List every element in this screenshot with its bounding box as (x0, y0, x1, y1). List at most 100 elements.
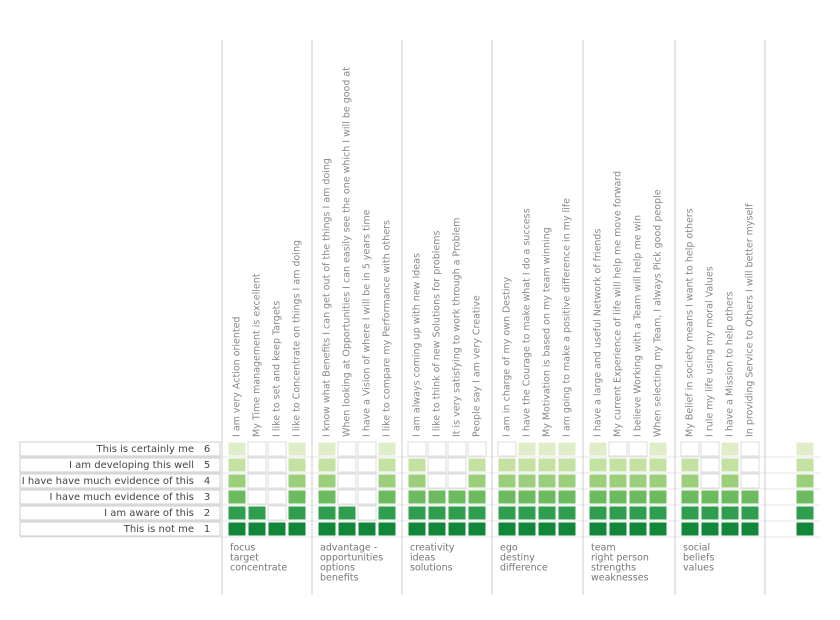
group-label: solutions (410, 563, 453, 574)
filled-cell (740, 489, 760, 505)
group-label: focus (230, 543, 255, 554)
level-number: 5 (204, 460, 210, 471)
level-number: 4 (204, 476, 210, 487)
filled-cell (517, 473, 537, 489)
filled-cell (227, 441, 247, 457)
filled-cell (467, 521, 487, 537)
level-label: This is certainly me (96, 444, 194, 455)
group-label: concentrate (230, 563, 287, 574)
level-number: 3 (204, 492, 210, 503)
filled-cell (720, 473, 740, 489)
level-number: 1 (204, 524, 210, 535)
statement: My Motivation is based on my team winnin… (542, 227, 553, 437)
empty-cell (247, 489, 267, 505)
group-label: ego (500, 543, 518, 554)
statement: I have a Vision of where I will be in 5 … (362, 209, 373, 437)
empty-cell (447, 473, 467, 489)
filled-cell (287, 441, 307, 457)
filled-cell (608, 489, 628, 505)
filled-cell (588, 473, 608, 489)
empty-cell (407, 441, 427, 457)
filled-cell (608, 521, 628, 537)
filled-cell (407, 473, 427, 489)
empty-cell (267, 489, 287, 505)
filled-cell (557, 489, 577, 505)
filled-cell (795, 521, 815, 537)
filled-cell (497, 489, 517, 505)
level-label: I have have much evidence of this (22, 476, 194, 487)
filled-cell (628, 457, 648, 473)
empty-cell (628, 441, 648, 457)
group-label: right person (591, 553, 649, 564)
group-label: ideas (410, 553, 435, 564)
level-row (19, 505, 221, 521)
filled-cell (720, 521, 740, 537)
group-label: creativity (410, 543, 455, 554)
empty-cell (700, 441, 720, 457)
group-label: benefits (320, 573, 358, 584)
filled-cell (317, 473, 337, 489)
filled-cell (648, 505, 668, 521)
filled-cell (497, 521, 517, 537)
filled-cell (337, 505, 357, 521)
statement: When looking at Opportunities I can easi… (342, 67, 353, 437)
filled-cell (795, 489, 815, 505)
level-row (19, 521, 221, 537)
empty-cell (247, 441, 267, 457)
filled-cell (317, 441, 337, 457)
filled-cell (227, 457, 247, 473)
empty-cell (427, 457, 447, 473)
filled-cell (407, 457, 427, 473)
group-label: difference (500, 563, 548, 574)
group-label: strengths (591, 563, 636, 574)
level-label: I am developing this well (69, 460, 194, 471)
filled-cell (628, 489, 648, 505)
level-label: I have much evidence of this (49, 492, 194, 503)
filled-cell (467, 473, 487, 489)
empty-cell (740, 441, 760, 457)
filled-cell (287, 457, 307, 473)
empty-cell (700, 473, 720, 489)
empty-cell (447, 457, 467, 473)
filled-cell (377, 505, 397, 521)
filled-cell (517, 441, 537, 457)
filled-cell (287, 505, 307, 521)
filled-cell (557, 473, 577, 489)
empty-cell (267, 457, 287, 473)
filled-cell (317, 457, 337, 473)
statement: I am in charge of my own Destiny (502, 277, 513, 437)
filled-cell (287, 489, 307, 505)
filled-cell (537, 505, 557, 521)
filled-cell (377, 489, 397, 505)
filled-cell (740, 505, 760, 521)
filled-cell (287, 473, 307, 489)
filled-cell (680, 505, 700, 521)
filled-cell (517, 521, 537, 537)
empty-cell (700, 457, 720, 473)
statement: I rule my life using my moral Values (705, 266, 716, 437)
statement: I like to think of new Solutions for pro… (432, 230, 443, 437)
statement: I am always coming up with new Ideas (412, 253, 423, 437)
filled-cell (680, 489, 700, 505)
empty-cell (337, 473, 357, 489)
filled-cell (588, 489, 608, 505)
filled-cell (680, 521, 700, 537)
statement: When selecting my Team, I always Pick go… (653, 189, 664, 437)
filled-cell (588, 441, 608, 457)
statement: I like to Concentrate on things I am doi… (292, 240, 303, 437)
filled-cell (648, 489, 668, 505)
statement: In providing Service to Others I will be… (745, 203, 756, 437)
filled-cell (700, 521, 720, 537)
filled-cell (427, 489, 447, 505)
filled-cell (628, 473, 648, 489)
statement: My Belief in society means I want to hel… (685, 208, 696, 437)
filled-cell (628, 521, 648, 537)
filled-cell (407, 489, 427, 505)
empty-cell (357, 441, 377, 457)
empty-cell (427, 441, 447, 457)
filled-cell (537, 489, 557, 505)
group-label: destiny (500, 553, 535, 564)
filled-cell (648, 473, 668, 489)
statement: I know what Benefits I can get out of th… (322, 158, 333, 437)
